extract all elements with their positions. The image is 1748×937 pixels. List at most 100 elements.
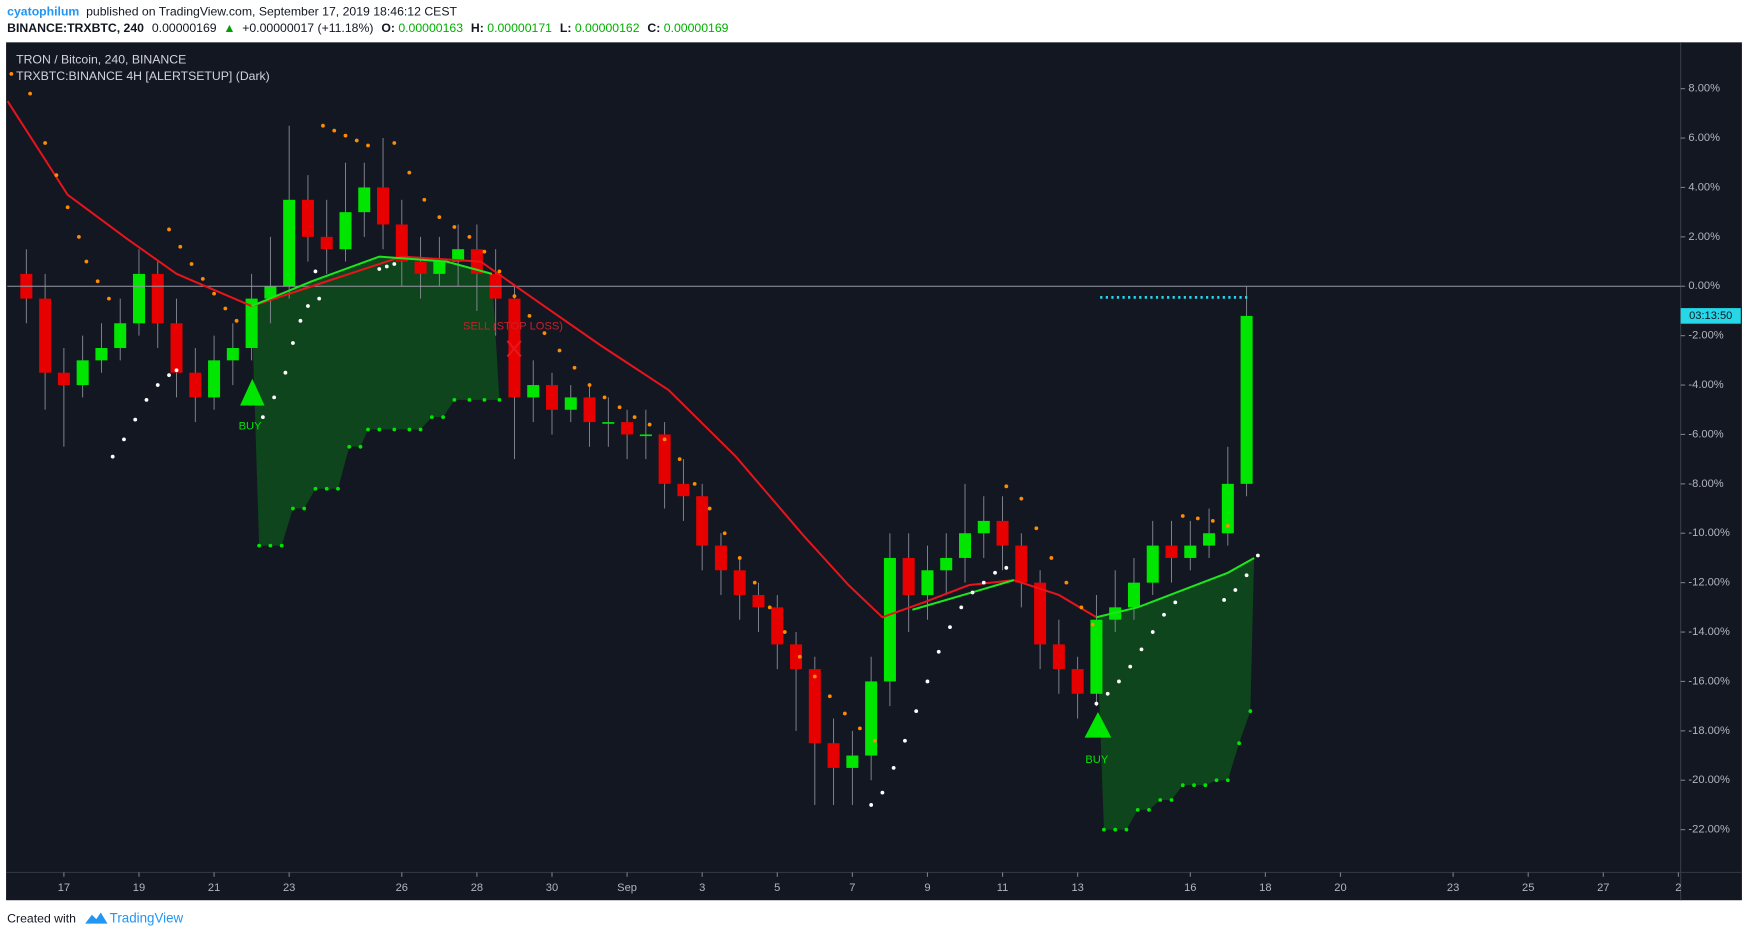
indicator-dot [869,803,874,807]
indicator-dot [358,444,363,449]
footer-brand[interactable]: TradingView [110,911,184,926]
indicator-dot [981,580,986,585]
y-tick-label: 6.00% [1688,132,1720,144]
author[interactable]: cyatophilum [7,4,79,18]
indicator-dot [291,341,295,345]
indicator-dot [572,365,577,370]
low-value: 0.00000162 [575,21,640,35]
x-tick-label: 18 [1259,882,1271,894]
indicator-dot [1147,807,1151,812]
change-arrow: ▲ [223,21,235,35]
axis-layer: 8.00% 6.00% 4.00% 2.00% 0.00% -2.00% -4.00% -6.… [58,83,1741,894]
candle-body [57,372,70,386]
candle-body [714,545,727,571]
candle-body [170,323,183,373]
indicator-dot [1173,600,1178,605]
candle-body [639,434,652,437]
x-tick-label: 26 [396,882,408,894]
candle-body [527,385,540,398]
indicator-dot [1222,598,1226,602]
indicator-dot [632,415,637,420]
indicator-dot [587,383,592,387]
indicator-dot [223,306,228,311]
close-value: 0.00000169 [664,21,729,35]
indicator-dot [313,269,318,274]
indicator-dot [914,709,919,713]
indicator-dot [321,123,325,128]
indicator-dot [298,318,303,323]
indicator-dot [441,415,446,420]
symbol: BINANCE:TRXBTC, 240 [7,21,144,35]
candle-body [1090,619,1103,694]
indicator-dot [1034,526,1039,531]
buy-marker [1084,711,1112,738]
indicator-dot [1150,630,1155,634]
indicator-dot [797,654,802,659]
candle-body [865,681,878,756]
high-value: 0.00000171 [487,21,552,35]
candle-body [433,261,446,274]
candle-body [377,187,390,225]
candle-body [958,533,972,558]
indicator-dot [812,674,817,679]
candle-body [733,570,746,595]
indicator-dot [602,395,607,400]
low-label: L: [560,21,572,35]
candle-body [771,607,784,645]
candle-body [226,348,239,361]
candle-body [564,397,577,410]
indicator-dot [936,649,941,654]
change: +0.00000017 (+11.18%) [242,21,373,35]
indicator-dot [407,427,412,432]
indicator-dot [437,215,442,219]
candle-body [696,496,709,546]
indicator-dot [268,543,273,548]
indicator-dot [482,249,487,254]
indicator-dot [283,370,288,375]
candle-body [827,743,840,768]
indicator-dot [324,486,329,491]
indicator-dot [1135,807,1140,812]
buy-marker [240,378,265,406]
indicator-dot [1004,565,1009,570]
y-tick-label: -4.00% [1688,379,1723,391]
indicator-dot [497,269,502,274]
indicator-dot [452,225,457,229]
indicator-dot [1079,605,1084,610]
indicator-dot [257,543,262,548]
candle-layer [20,125,1253,805]
indicator-dot [377,267,382,271]
indicator-dot [1128,664,1133,669]
candle-body [977,520,990,534]
countdown: 03:13:50 [1689,310,1732,322]
candle-body [358,187,371,213]
indicator-dot [291,506,295,511]
indicator-dot [891,766,896,770]
open-value: 0.00000163 [398,21,463,35]
indicator-dot [857,726,862,731]
x-tick-label: 23 [283,882,295,894]
x-tick-label: 23 [1447,882,1459,894]
indicator-dot [174,368,179,373]
stop-fill [251,256,500,546]
indicator-dot [1094,701,1099,706]
candle-body [808,669,821,744]
published: published on TradingView.com, September … [86,4,457,18]
candle-body [545,385,559,410]
candle-body [902,557,915,595]
indicator-dot [1102,827,1106,832]
x-tick-label: 17 [58,882,70,894]
indicator-dot [827,694,832,699]
candle-body [790,644,803,670]
indicator-dot [1210,519,1215,523]
indicator-dot [1117,679,1121,684]
indicator-dot [28,91,32,96]
indicator-dot [467,397,472,402]
indicator-dot [1004,484,1009,489]
candle-body [846,755,859,768]
candle-body [658,434,671,484]
indicator-dot [189,262,194,266]
candle-body [583,397,596,423]
candle-body [114,323,127,349]
